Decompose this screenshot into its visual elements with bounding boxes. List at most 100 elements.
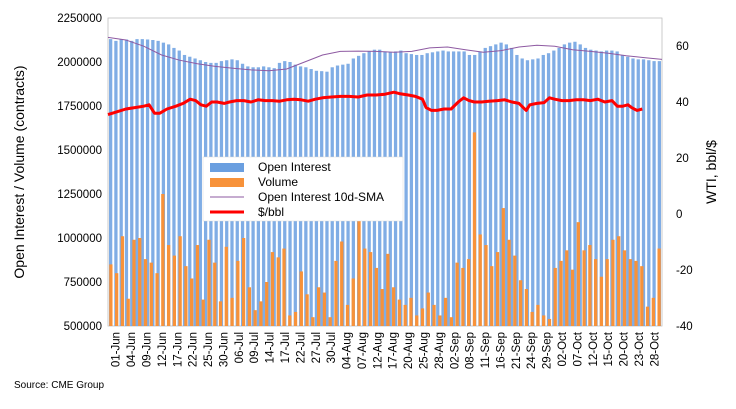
volume-bar [178,236,182,326]
x-tick-label: 04-Aug [342,332,354,369]
volume-bar [247,287,252,326]
open-interest-bar [578,44,582,327]
volume-bar [605,259,609,326]
volume-bar [501,208,505,326]
volume-bar [657,248,661,326]
volume-bar [126,298,130,326]
volume-bar [420,308,425,326]
open-interest-bar [494,44,498,327]
volume-bar [478,234,482,326]
open-interest-bar [446,51,450,326]
x-tick-label: 12-Jun [157,332,169,367]
volume-bar [651,297,655,326]
volume-bar [455,262,459,326]
volume-bar [536,304,540,326]
open-interest-bar [457,51,461,326]
x-tick-label: 17-Jul [280,332,292,363]
volume-bar [507,239,511,326]
x-tick-label: 20-Oct [619,331,631,366]
open-interest-bar [636,59,640,327]
open-interest-bar [140,39,144,327]
x-tick-label: 25-Jun [203,332,215,367]
open-interest-bar [182,54,187,327]
volume-bar [524,289,529,326]
volume-bar [311,317,315,326]
open-interest-bar [541,54,545,327]
x-tick-label: 21-Sep [511,332,523,369]
open-interest-bar [562,44,567,327]
volume-bar [582,250,586,326]
y2-tick-label: 60 [676,41,689,53]
x-tick-label: 12-Oct [588,331,600,366]
x-tick-label: 14-Jul [265,332,277,363]
volume-bar [161,194,165,326]
y-axis-left: 500000 750000 1000000 1250000 1500000 1750000… [57,13,102,333]
legend-label: Volume [258,175,298,189]
open-interest-bar [161,42,166,326]
legend-swatch [210,163,244,172]
x-tick-label: 20-Aug [403,332,415,369]
volume-bar [409,297,413,326]
volume-bar [622,250,627,326]
volume-bar [368,252,373,326]
y2-axis-title: WTI, bbl/$ [703,140,719,204]
volume-bar [155,273,159,326]
x-tick-label: 11-Sep [480,332,492,368]
volume-bar [490,266,494,326]
open-interest-bar [114,40,118,326]
x-tick-label: 28-Oct [649,331,661,366]
open-interest-bar [478,51,482,326]
volume-bar [230,297,234,326]
open-interest-bar [119,39,123,327]
open-interest-bar [156,40,160,326]
volume-bar [461,267,465,326]
volume-bar [593,259,598,326]
x-tick-label: 30-Jul [326,332,338,363]
volume-bar [143,259,148,326]
volume-bar [617,236,621,326]
open-interest-bar [145,39,150,327]
open-interest-bar [631,58,635,326]
open-interest-bar [430,52,435,326]
price-line [107,90,643,117]
y-axis-title: Open Interest / Volume (contracts) [11,65,27,278]
volume-bar [628,259,632,326]
volume-bar [432,304,436,326]
volume-bar [397,299,402,326]
volume-bar [449,317,454,326]
y2-tick-label: 40 [676,97,689,109]
volume-bar [611,239,615,326]
volume-bar [334,260,338,326]
y2-tick-label: 0 [676,209,682,221]
volume-bar [218,301,223,326]
volume-bar [599,276,604,326]
volume-bar [547,318,552,326]
open-interest-bar [599,51,603,326]
open-interest-bar [188,56,192,326]
volume-bar [467,259,471,326]
open-interest-bar [488,46,493,326]
open-interest-bar [167,44,171,327]
open-interest-bar [172,47,176,327]
open-interest-bar [483,47,487,327]
volume-bar [166,245,171,326]
y-tick-label: 500000 [64,321,102,333]
open-interest-bar [193,58,197,326]
x-tick-label: 25-Aug [419,332,431,369]
open-interest-bar [135,39,139,327]
x-tick-label: 17-Aug [388,332,400,369]
x-tick-label: 12-Aug [372,332,384,369]
legend-label: $/bbl [258,205,284,219]
open-interest-bar [441,50,445,327]
x-tick-label: 30-Jun [218,332,230,367]
x-tick-label: 06-Jul [234,332,246,363]
volume-bar [351,278,355,326]
open-interest-bar [626,56,630,326]
open-interest-bar [552,50,556,327]
open-interest-bar [404,53,408,326]
volume-bar [120,236,125,326]
x-tick-label: 29-Sep [542,332,554,369]
open-interest-bar [647,60,651,327]
legend-swatch [210,178,244,187]
volume-bar [495,252,500,326]
